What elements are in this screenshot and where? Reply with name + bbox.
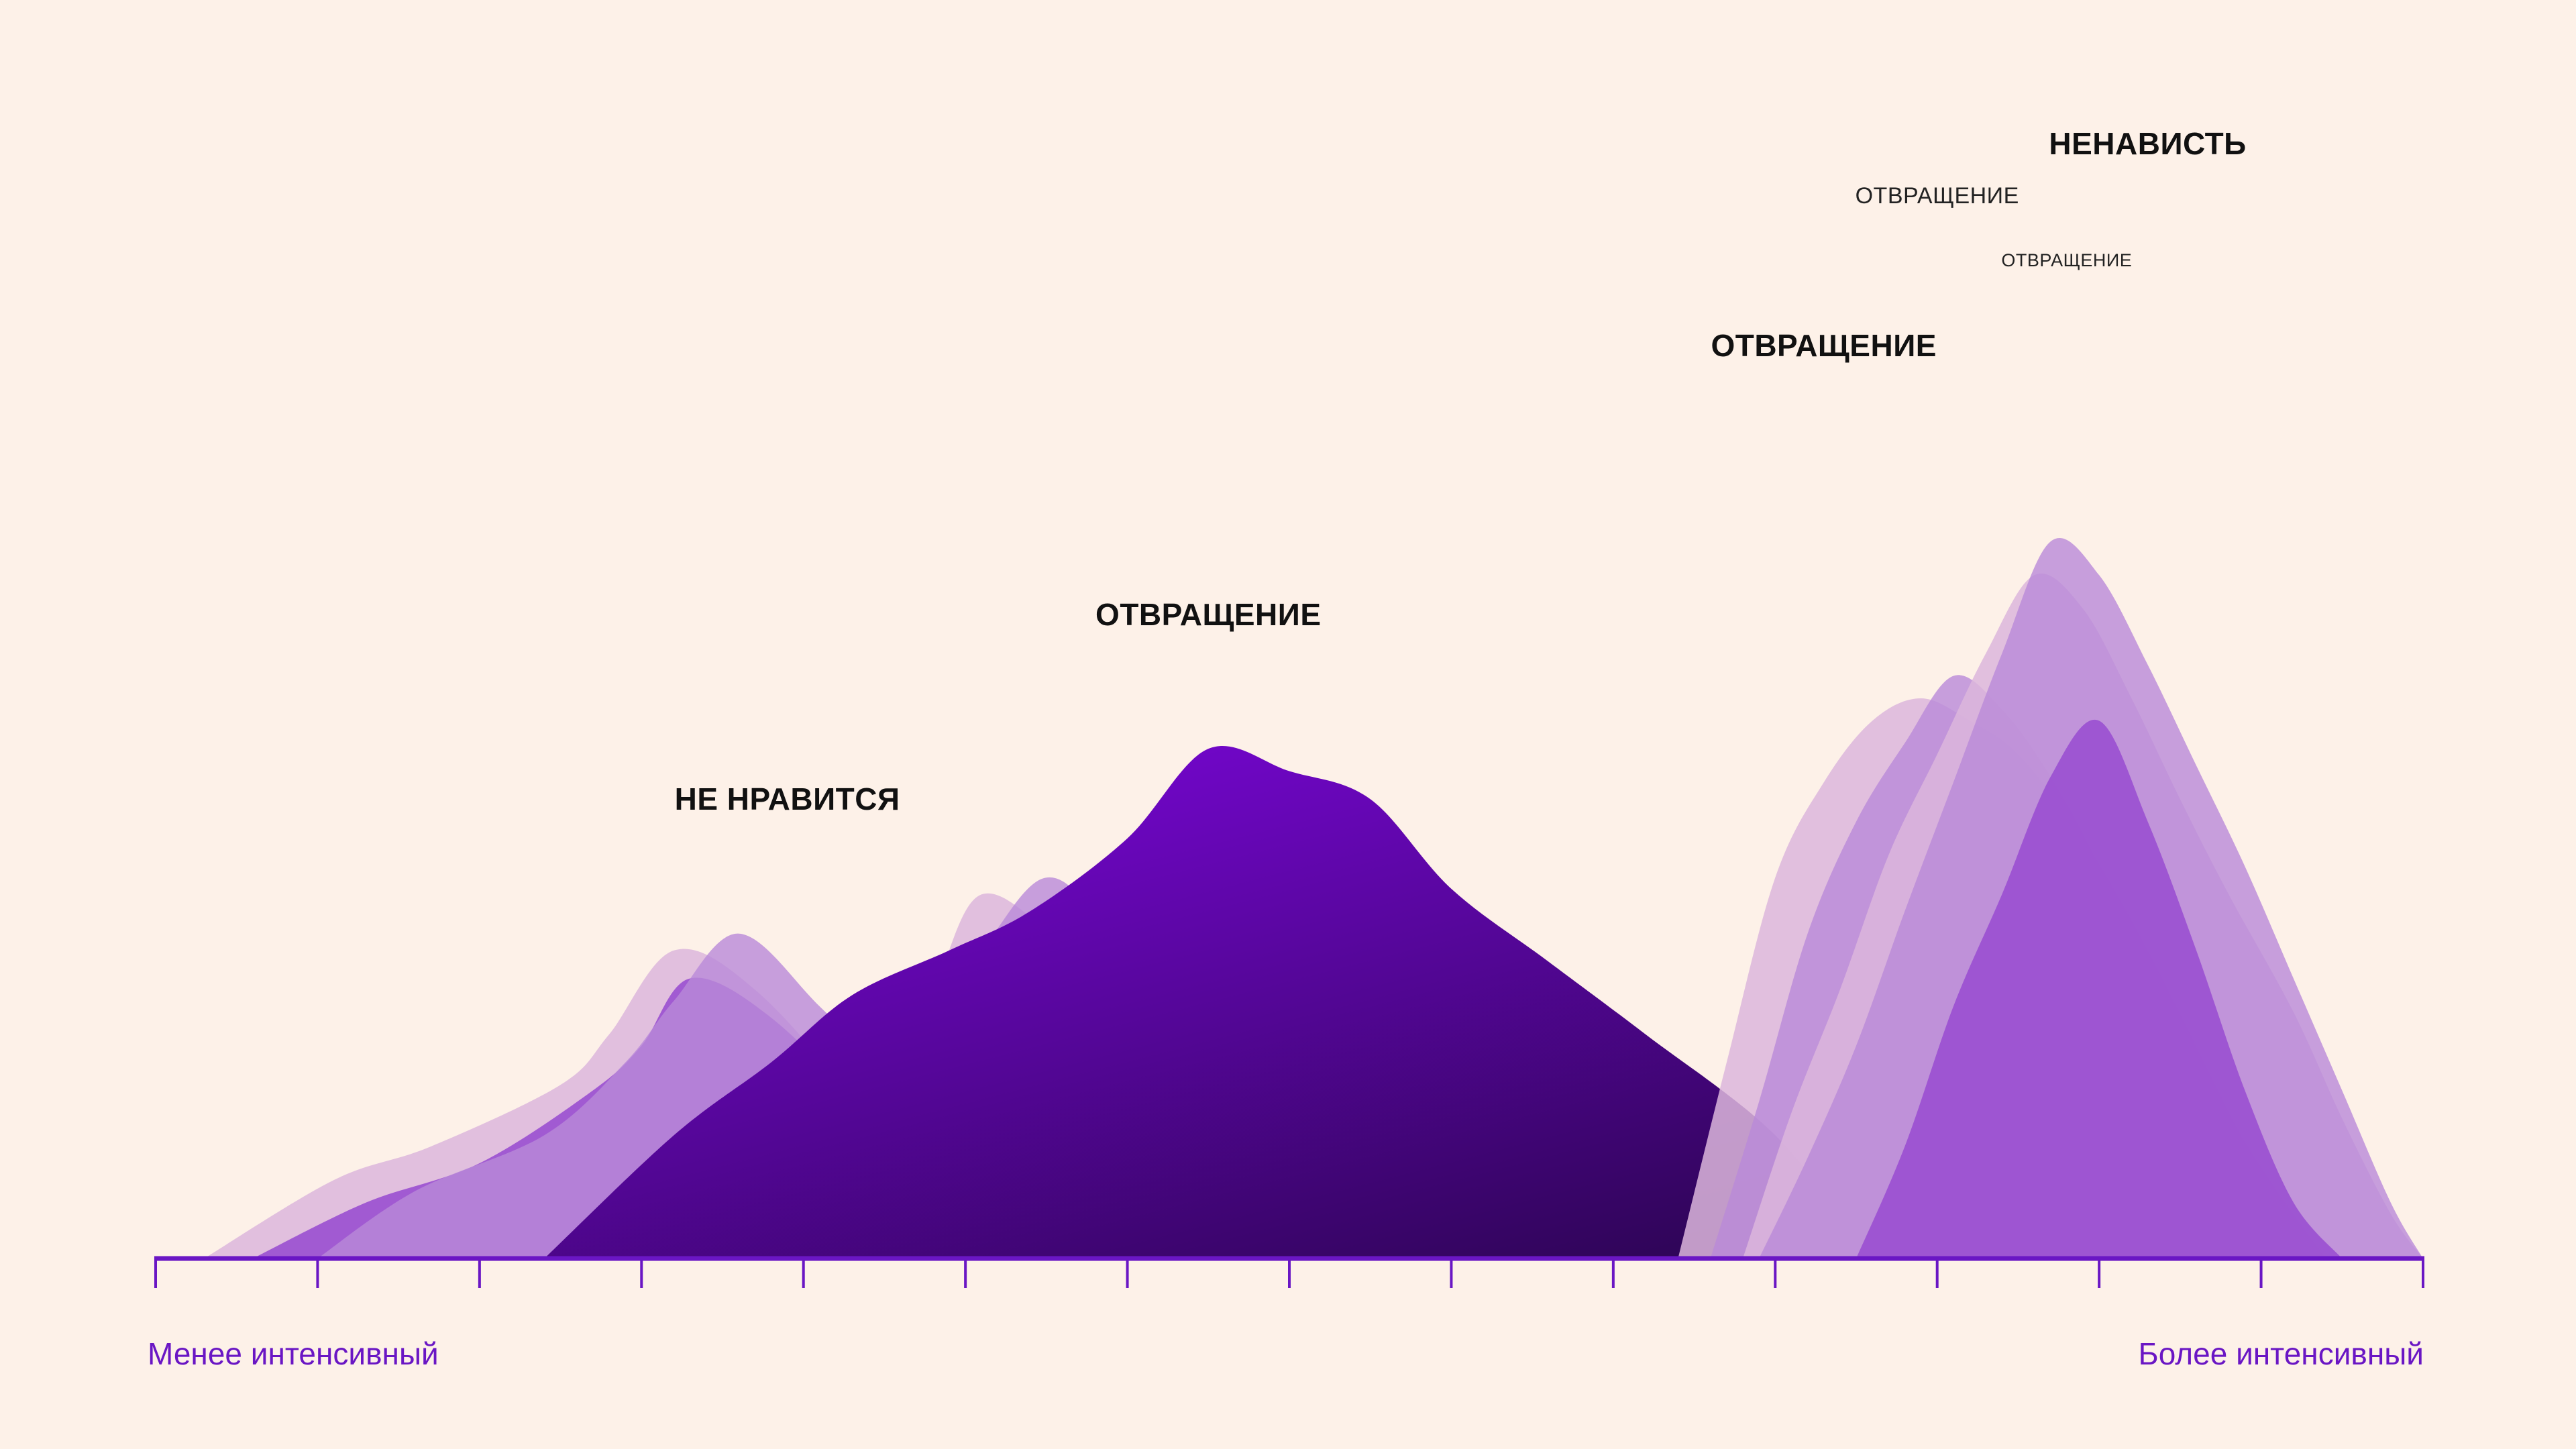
peak-label-4: ОТВРАЩЕНИЕ xyxy=(1855,182,2019,209)
area-layers xyxy=(204,537,2423,1258)
peak-label-5: ОТВРАЩЕНИЕ xyxy=(2001,250,2133,271)
peak-label-3: ОТВРАЩЕНИЕ xyxy=(1711,327,1937,363)
x-axis xyxy=(154,1256,2424,1288)
peak-label-2: ОТВРАЩЕНИЕ xyxy=(1095,596,1322,632)
peak-label-6: НЕНАВИСТЬ xyxy=(2049,126,2247,162)
more-intense-caption: Более интенсивный xyxy=(2138,1336,2424,1371)
peak-label-1: НЕ НРАВИТСЯ xyxy=(674,782,900,817)
axis-ticks xyxy=(154,1258,2424,1288)
less-intense-caption: Менее интенсивный xyxy=(148,1336,439,1371)
area-series-6 xyxy=(544,745,1873,1258)
area-series-11 xyxy=(1856,719,2343,1258)
